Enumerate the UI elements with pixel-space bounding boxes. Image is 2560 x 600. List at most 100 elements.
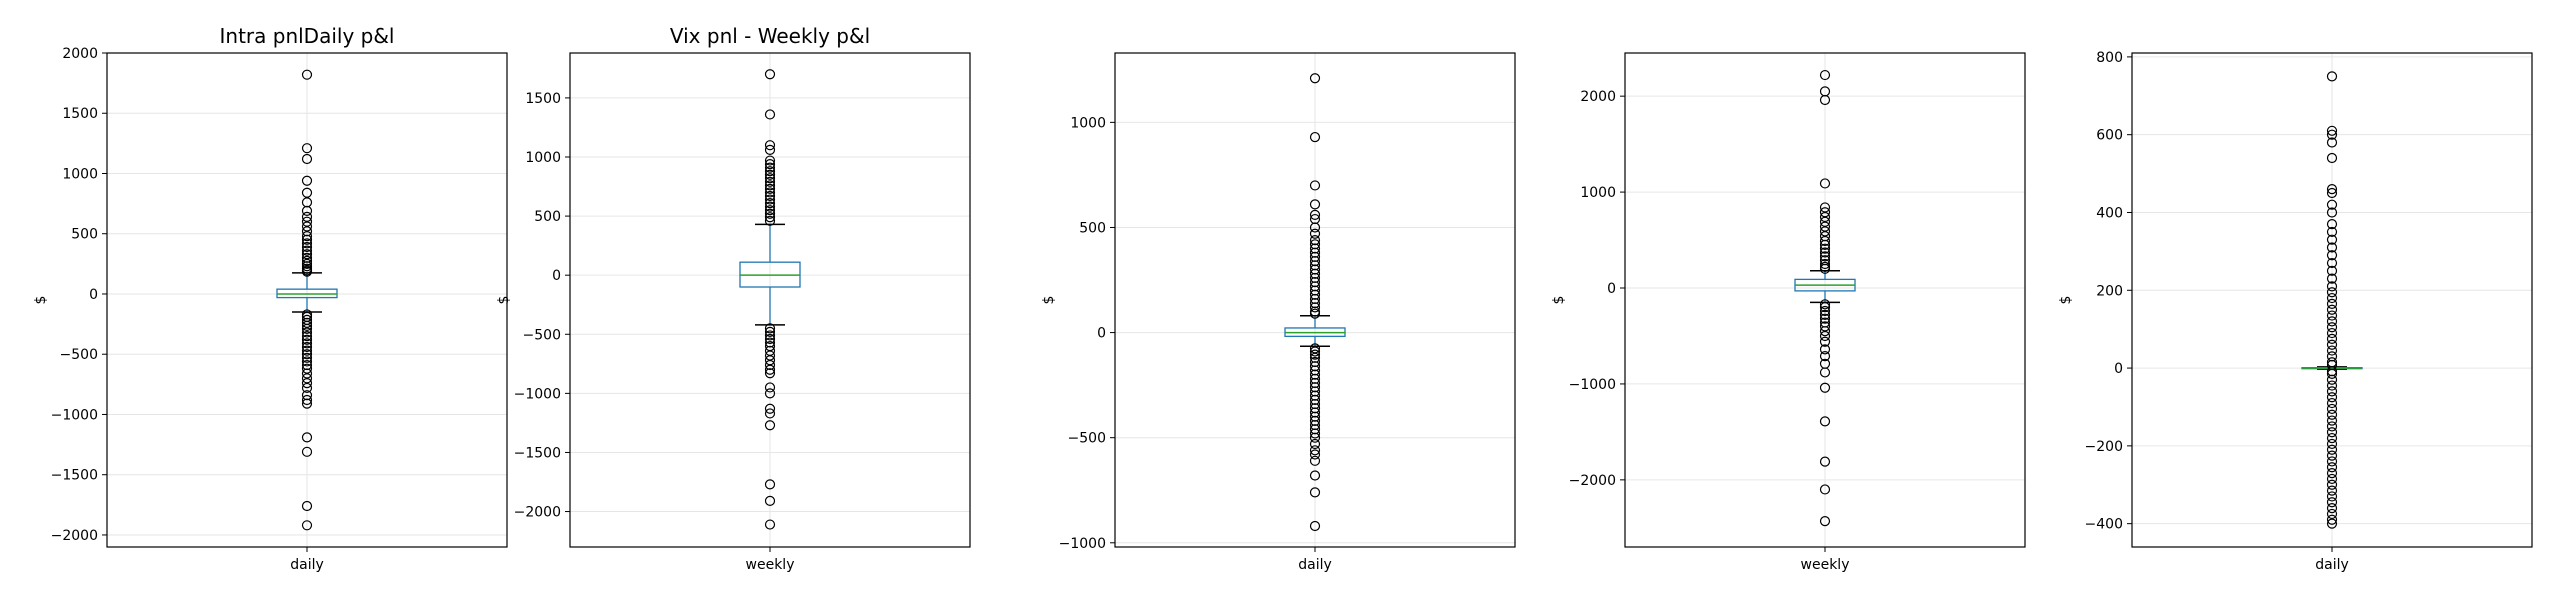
outlier-point (1309, 455, 1321, 466)
outlier-point (2326, 292, 2338, 304)
outlier-point (1819, 239, 1831, 250)
y-tick-label: 1500 (62, 106, 98, 122)
y-tick-label: −1000 (1569, 377, 1616, 393)
outlier-point (301, 234, 313, 245)
outlier-point (764, 201, 776, 212)
outlier-point (764, 158, 776, 170)
outlier-point (1309, 487, 1321, 498)
x-tick-label: weekly (746, 557, 795, 573)
outlier-point (764, 333, 776, 345)
outlier-point (764, 382, 776, 393)
outlier-point (764, 359, 776, 371)
y-tick-label: 400 (2096, 205, 2123, 221)
outlier-point (2326, 226, 2338, 238)
outlier-point (2326, 137, 2338, 148)
y-tick-label: 0 (1607, 281, 1616, 297)
outlier-point (1819, 263, 1831, 274)
y-tick-label: 0 (552, 268, 561, 284)
outlier-point (1309, 302, 1321, 313)
outlier-point (301, 238, 313, 249)
outlier-point (2326, 265, 2338, 276)
chart-panel-3: −1000 −500 0 500 1000 daily $ (1041, 52, 1516, 573)
outlier-point (2326, 345, 2338, 356)
outlier-point (1819, 305, 1831, 317)
outlier-point (301, 266, 313, 277)
outlier-point (1309, 228, 1321, 239)
y-tick-label: 500 (534, 209, 561, 225)
outlier-point (1309, 349, 1321, 360)
outlier-point (301, 249, 313, 260)
y-tick-label: −500 (1068, 431, 1106, 447)
outlier-point (1309, 73, 1321, 84)
outlier-point (764, 173, 776, 184)
outlier-point (764, 330, 776, 341)
outlier-point (1819, 243, 1831, 254)
outlier-point (764, 187, 776, 198)
outlier-point (1819, 416, 1831, 427)
outlier-point (301, 231, 313, 242)
outlier-point (2326, 310, 2338, 321)
outlier-point (301, 334, 313, 345)
outlier-point (2326, 316, 2338, 327)
outlier-point (2326, 71, 2338, 82)
outlier-point (1819, 351, 1831, 362)
outlier-point (301, 323, 313, 335)
outlier-point (301, 500, 313, 512)
outlier-point (2326, 184, 2338, 195)
outlier-point (301, 345, 313, 356)
outlier-point (301, 241, 313, 253)
y-tick-label: 1000 (62, 166, 98, 182)
outlier-point (2326, 374, 2338, 385)
outlier-point (764, 190, 776, 202)
outlier-point (1309, 428, 1321, 439)
outlier-point (2326, 242, 2338, 253)
outlier-point (301, 331, 313, 342)
outlier-point (301, 261, 313, 272)
y-tick-label: 2000 (62, 46, 98, 62)
outlier-point (764, 519, 776, 530)
outlier-point (764, 205, 776, 216)
outlier-point (2326, 479, 2338, 490)
outlier-point (1309, 180, 1321, 191)
outlier-point (301, 363, 313, 374)
outlier-point (2326, 207, 2338, 218)
outlier-point (764, 479, 776, 490)
outlier-point (2326, 432, 2338, 444)
outlier-point (301, 317, 313, 328)
outlier-point (764, 155, 776, 166)
y-axis-label: $ (1041, 296, 1057, 305)
outlier-point (301, 175, 313, 186)
outlier-point (2326, 304, 2338, 315)
outlier-point (764, 420, 776, 431)
outlier-point (301, 327, 313, 338)
y-tick-label: 500 (1079, 220, 1106, 236)
outlier-point (1309, 199, 1321, 210)
outlier-point (2326, 444, 2338, 455)
y-tick-label: −500 (60, 347, 98, 363)
outlier-point (1819, 367, 1831, 378)
chart-panel-4: −2000 −1000 0 1000 2000 weekly $ (1551, 52, 2026, 573)
outlier-point (301, 356, 313, 367)
outlier-point (764, 176, 776, 187)
outlier-point (764, 166, 776, 177)
outlier-point (2326, 409, 2338, 420)
outlier-point (1309, 346, 1321, 357)
outlier-point (1819, 69, 1831, 81)
y-tick-label: −500 (523, 327, 561, 343)
y-tick-label: −1000 (1059, 536, 1106, 552)
outlier-point (2326, 273, 2338, 284)
outlier-point (2326, 473, 2338, 485)
outlier-point (2326, 368, 2338, 380)
outlier-point (301, 341, 313, 353)
outlier-point (2326, 403, 2338, 415)
outlier-point (2326, 339, 2338, 350)
outlier-point (301, 205, 313, 216)
outlier-point (764, 180, 776, 191)
outlier-point (1819, 258, 1831, 270)
y-tick-label: −1500 (514, 445, 561, 461)
outlier-point (1819, 344, 1831, 355)
outlier-point (301, 432, 313, 443)
outlier-point (301, 320, 313, 332)
